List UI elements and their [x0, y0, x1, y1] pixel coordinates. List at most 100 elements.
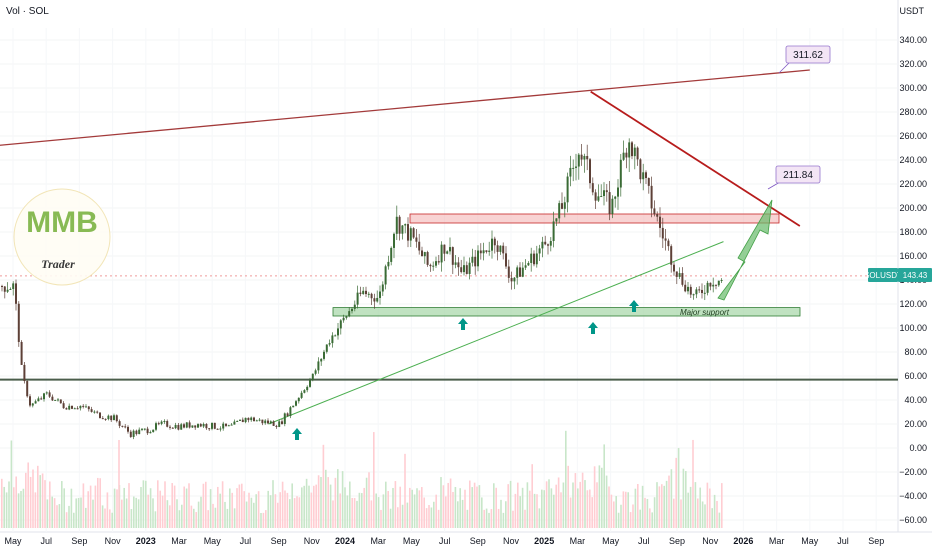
- volume-bar: [637, 483, 639, 528]
- volume-bar: [123, 487, 125, 528]
- candle-body: [149, 432, 152, 434]
- volume-bar: [34, 492, 37, 528]
- volume-bar: [406, 502, 409, 528]
- candle-body: [516, 267, 519, 278]
- volume-bar: [584, 480, 586, 528]
- logo-circle: [13, 188, 111, 286]
- volume-bar: [428, 504, 430, 528]
- x-tick-label: May: [204, 536, 222, 546]
- volume-bar: [207, 510, 209, 528]
- volume-bar: [260, 512, 262, 528]
- y-tick-label: −60.00: [899, 515, 927, 525]
- candle-body: [614, 196, 617, 199]
- volume-bar: [341, 471, 344, 528]
- volume-bar: [80, 497, 82, 528]
- volume-bar: [349, 481, 351, 528]
- volume-bar: [555, 484, 557, 528]
- volume-bar: [284, 490, 286, 528]
- volume-bar: [605, 475, 608, 528]
- candle-body: [160, 421, 163, 424]
- candle-body: [524, 265, 527, 268]
- volume-bar: [75, 498, 77, 528]
- volume-bar: [464, 489, 466, 528]
- volume-bar: [305, 478, 308, 528]
- candle-body: [625, 152, 628, 158]
- candle-body: [222, 423, 225, 429]
- callout-target-box[interactable]: [775, 165, 821, 184]
- callout-top-pointer: [778, 61, 791, 74]
- x-tick-label: Jul: [638, 536, 650, 546]
- candle-body: [289, 407, 292, 417]
- volume-bar: [613, 501, 615, 528]
- candle-body: [275, 425, 278, 427]
- upper-trendline[interactable]: [0, 69, 810, 146]
- projection-arrow[interactable]: [717, 199, 773, 301]
- candle-body: [129, 431, 132, 437]
- volume-bar: [238, 484, 241, 528]
- volume-bar: [308, 485, 310, 528]
- candle-body: [107, 415, 110, 420]
- candle-body: [373, 298, 376, 302]
- volume-bar: [121, 499, 123, 528]
- candle-body: [76, 408, 79, 410]
- candle-body: [376, 297, 379, 302]
- candle-body: [421, 250, 423, 257]
- volume-bar: [152, 498, 154, 528]
- volume-bar: [17, 493, 20, 528]
- volume-bar: [687, 492, 689, 528]
- candle-body: [561, 203, 563, 209]
- support-zone[interactable]: [332, 307, 801, 317]
- candle-body: [328, 343, 331, 345]
- candle-body: [569, 167, 572, 177]
- y-tick-label: 200.00: [899, 203, 927, 213]
- volume-bar: [313, 485, 315, 528]
- y-tick-label: 40.00: [904, 395, 927, 405]
- candle-body: [661, 227, 664, 239]
- volume-bar: [437, 509, 440, 528]
- volume-bar: [502, 512, 505, 528]
- candle-body: [594, 192, 597, 201]
- rising-support-trendline[interactable]: [268, 241, 724, 425]
- volume-bar: [620, 504, 622, 528]
- volume-bar: [130, 509, 133, 528]
- candle-body: [600, 196, 603, 198]
- candle-body: [255, 420, 258, 422]
- candle-body: [281, 421, 283, 424]
- candle-body: [555, 218, 558, 222]
- descending-resistance-trendline[interactable]: [590, 90, 801, 227]
- up-arrow-marker: [629, 300, 639, 312]
- volume-bar: [327, 477, 329, 528]
- volume-bar: [680, 499, 682, 528]
- volume-bar: [169, 505, 171, 528]
- candle-body: [202, 424, 205, 427]
- candle-body: [143, 428, 146, 430]
- volume-bar: [332, 500, 334, 528]
- volume-bar: [445, 496, 447, 528]
- volume-bar: [116, 489, 118, 528]
- candle-body: [29, 396, 31, 406]
- volume-bar: [601, 467, 603, 528]
- candle-body: [359, 292, 362, 294]
- resistance-zone[interactable]: [409, 213, 780, 224]
- candle-body: [673, 264, 675, 272]
- candle-body: [591, 183, 594, 193]
- candle-body: [689, 286, 692, 295]
- candle-body: [286, 413, 289, 417]
- volume-bar: [553, 494, 555, 528]
- x-tick-label: Jul: [837, 536, 849, 546]
- volume-bar: [253, 502, 255, 528]
- candle-body: [317, 361, 320, 371]
- volume-bar: [173, 485, 176, 528]
- volume-bar: [212, 503, 214, 528]
- volume-bar: [521, 487, 524, 528]
- volume-bar: [500, 499, 502, 528]
- candle-body: [82, 405, 85, 407]
- candle-body: [451, 247, 454, 265]
- candle-body: [404, 224, 407, 226]
- candle-body: [152, 429, 155, 433]
- volume-bar: [641, 485, 644, 528]
- x-tick-label: Jul: [40, 536, 52, 546]
- volume-bar: [581, 472, 584, 528]
- callout-top-box[interactable]: [785, 45, 831, 64]
